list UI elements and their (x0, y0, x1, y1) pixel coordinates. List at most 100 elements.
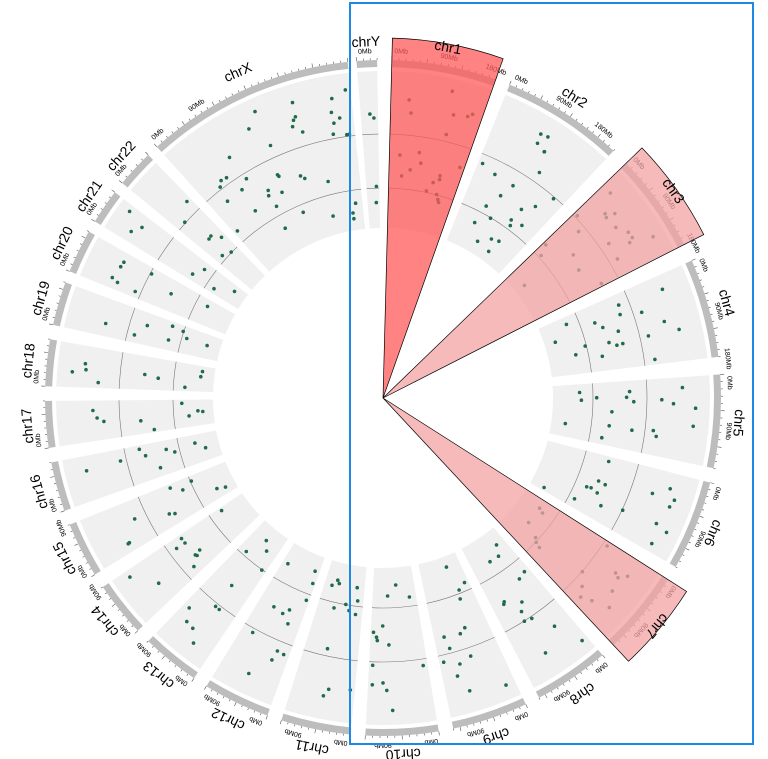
chr6-tick-label: 0Mb (711, 486, 722, 501)
chr6-ideogram (669, 480, 711, 567)
tick-mark (70, 263, 73, 265)
data-point (300, 130, 305, 134)
chr10-ideogram (365, 724, 439, 736)
chr8-ideogram (535, 649, 603, 698)
chr15-ideogram (69, 521, 101, 575)
data-point (200, 369, 205, 374)
chr19-grid-arc (177, 326, 186, 353)
data-point (444, 565, 449, 569)
data-point (650, 541, 654, 546)
data-point (352, 216, 356, 221)
chr19-ideogram (53, 282, 72, 327)
tick-mark (151, 645, 154, 648)
chr14-track (111, 493, 260, 624)
data-point (270, 658, 274, 662)
data-point (579, 398, 584, 403)
data-point (326, 179, 330, 184)
chr5-tick-label: 90Mb (724, 422, 733, 440)
data-point (618, 312, 622, 317)
chr6-grid-arc (564, 450, 587, 504)
tick-mark (234, 702, 237, 707)
data-point (286, 561, 290, 566)
tick-mark (515, 85, 518, 88)
chr10-tick-label: 0Mb (424, 737, 439, 746)
chr13-ideogram (148, 636, 198, 679)
tick-mark (225, 96, 227, 99)
tick-mark (581, 122, 584, 125)
data-point (283, 226, 288, 230)
chr5-grid-arc (640, 379, 648, 453)
data-point (671, 401, 676, 406)
data-point (326, 687, 331, 692)
tick-mark (70, 530, 73, 533)
tick-mark (194, 114, 197, 117)
data-point (244, 176, 249, 181)
data-point (110, 275, 115, 280)
tick-mark (552, 103, 555, 106)
selection-box[interactable] (349, 2, 754, 745)
chr2-grid-arc (481, 152, 564, 206)
data-point (620, 508, 625, 512)
data-point (143, 372, 147, 377)
data-point (304, 598, 309, 603)
data-point (393, 583, 398, 587)
chr20-grid-arc (137, 267, 154, 300)
tick-mark (540, 95, 543, 100)
chr4-ideogram (685, 260, 719, 358)
tick-mark (79, 243, 82, 245)
tick-mark (50, 476, 55, 478)
data-point (667, 505, 672, 509)
tick-mark (509, 80, 512, 85)
tick-mark (125, 175, 128, 178)
data-point (180, 401, 184, 406)
chr8-track (461, 527, 596, 689)
data-point (128, 575, 132, 579)
tick-mark (65, 269, 70, 272)
data-point (336, 578, 340, 582)
data-point (654, 434, 658, 439)
tick-mark (206, 107, 209, 110)
chr11-grid-arc (319, 597, 363, 608)
data-point (219, 508, 224, 513)
tick-mark (562, 683, 565, 686)
data-point (607, 340, 611, 345)
data-point (621, 341, 625, 346)
tick-mark (85, 562, 88, 564)
chr1-highlight-wedge[interactable] (382, 37, 504, 399)
data-point (118, 459, 123, 463)
data-point (291, 118, 296, 123)
tick-mark (67, 524, 70, 526)
tick-mark (512, 709, 515, 712)
tick-mark (544, 694, 548, 699)
data-point (268, 143, 273, 148)
tick-mark (117, 609, 120, 612)
data-point (191, 626, 195, 631)
tick-mark (699, 515, 704, 518)
data-point (564, 322, 569, 327)
chr20-grid-arc (188, 294, 201, 320)
data-point (385, 688, 389, 693)
chr3-highlight-wedge[interactable] (382, 147, 705, 399)
data-point (95, 416, 99, 420)
data-point (219, 235, 224, 240)
data-point (164, 447, 168, 452)
chrx-grid-arc (242, 188, 362, 243)
highlight-wedges (382, 37, 705, 662)
chr17-track (56, 399, 215, 447)
chr22-grid-arc (179, 207, 200, 231)
chr7-highlight-wedge[interactable] (382, 397, 688, 662)
tick-mark (247, 707, 249, 711)
chr18-label: chr18 (18, 342, 38, 379)
tick-mark (73, 256, 76, 259)
data-point (589, 486, 593, 490)
data-point (519, 609, 524, 614)
data-point (551, 196, 556, 201)
data-point (158, 465, 163, 470)
tick-mark (597, 133, 601, 138)
data-point (370, 663, 375, 668)
data-point (129, 229, 133, 234)
data-point (195, 553, 199, 558)
data-point (693, 406, 698, 411)
tick-mark (134, 630, 139, 634)
data-point (654, 521, 659, 526)
